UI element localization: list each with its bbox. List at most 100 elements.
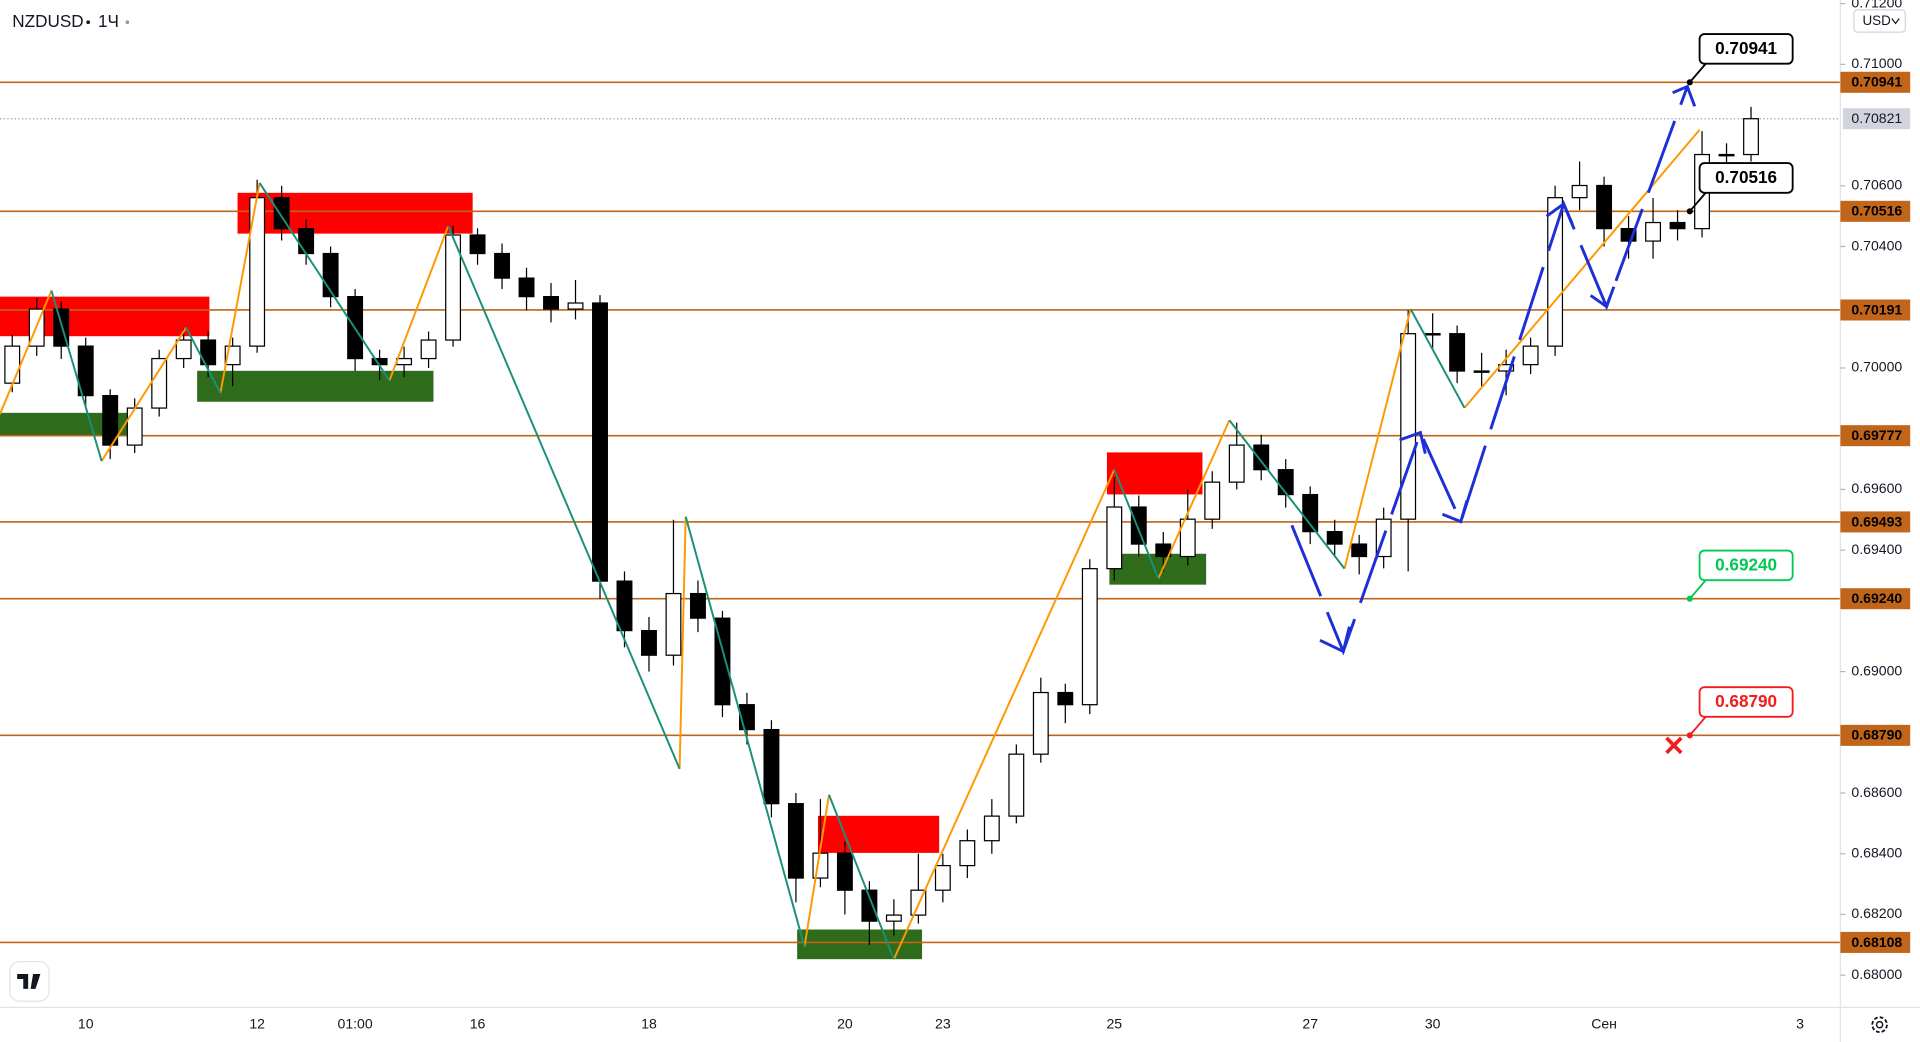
currency-button[interactable] — [1853, 9, 1906, 33]
candle-body — [543, 296, 559, 310]
zigzag-up — [0, 129, 1701, 960]
y-tick-label: 0.68600 — [1851, 784, 1902, 800]
axis: 0.71200 0.71000 0.70600 0.70400 0.70000 0.696… — [78, 0, 1911, 1031]
candle-body — [616, 580, 633, 632]
x-tick-label: 23 — [935, 1015, 951, 1031]
callout-connector — [1689, 63, 1707, 83]
candle-body — [763, 728, 780, 805]
candle-body — [1669, 221, 1686, 230]
candle-body — [518, 277, 535, 298]
x-tick-label: 12 — [249, 1015, 265, 1031]
candle-body — [959, 840, 976, 867]
symbol: NZDUSD — [12, 11, 83, 31]
y-tick-label: 0.68400 — [1851, 844, 1902, 860]
separator — [86, 20, 90, 25]
level-label-box — [1840, 299, 1911, 321]
y-tick-label: 0.69400 — [1851, 541, 1902, 557]
candle-body — [836, 852, 853, 891]
candle-body — [787, 803, 804, 879]
drawings — [0, 84, 1701, 960]
callout-label: 0.70516 — [1715, 167, 1777, 187]
callouts: 0.70941 0.70516 0.69240 0.68790 — [1686, 33, 1794, 739]
candle-body — [1547, 197, 1564, 347]
candle-body — [641, 629, 657, 656]
candle-body — [934, 864, 951, 891]
callout-box — [1698, 549, 1794, 582]
candle-body — [1204, 481, 1221, 520]
candle-body — [1008, 753, 1025, 817]
x-tick-label: 10 — [78, 1015, 94, 1031]
candles — [4, 106, 1759, 945]
candle-body — [396, 357, 413, 366]
callout-box — [1698, 686, 1794, 718]
candle-body — [665, 592, 682, 656]
callout-connector — [1689, 192, 1707, 212]
demand-zone — [197, 370, 434, 402]
chevron[interactable] — [1891, 18, 1900, 25]
y-tick-label: 0.70600 — [1851, 177, 1902, 193]
level-label: 0.69240 — [1851, 590, 1902, 606]
candle-body — [1743, 118, 1759, 156]
y-tick-label: 0.69000 — [1851, 662, 1902, 678]
level-label-box — [1840, 931, 1911, 953]
candle-body — [1326, 531, 1343, 545]
candle-body — [175, 339, 192, 360]
candle-body — [4, 345, 21, 384]
forecast-arrowheads — [1319, 84, 1697, 654]
x-tick-label: 16 — [470, 1015, 486, 1031]
candle-body — [1081, 568, 1098, 706]
candle-body — [1302, 493, 1319, 533]
x-tick-label: 18 — [641, 1015, 657, 1031]
last-price-label: 0.70821 — [1851, 110, 1902, 126]
candle-body — [983, 815, 1000, 842]
callout-box — [1698, 33, 1794, 65]
callout-point — [1686, 79, 1693, 86]
separator — [125, 20, 130, 25]
demand-zone — [1109, 553, 1207, 585]
candle-body — [592, 302, 608, 582]
candle-body — [151, 357, 168, 409]
x-tick-label: 3 — [1796, 1015, 1804, 1031]
candle-body — [1179, 518, 1196, 558]
candle-body — [1106, 506, 1123, 570]
candle-body — [494, 252, 510, 279]
level-label-box — [1840, 511, 1911, 533]
candle-body — [1473, 370, 1490, 373]
level-label-box — [1840, 588, 1911, 610]
candle-body — [1449, 333, 1466, 372]
callout-box — [1698, 162, 1794, 194]
level-label: 0.70516 — [1851, 203, 1902, 219]
candle-body — [1032, 691, 1049, 755]
supply-zone — [237, 192, 473, 234]
callout-label: 0.70941 — [1715, 38, 1777, 58]
candle-body — [1424, 333, 1441, 336]
level-label-box — [1840, 425, 1911, 447]
candle-body — [126, 407, 143, 446]
y-tick-label: 0.71000 — [1851, 55, 1902, 71]
callout-connector — [1689, 579, 1707, 600]
candle-body — [1596, 184, 1613, 230]
candle-body — [1400, 333, 1417, 520]
level-label: 0.68790 — [1851, 727, 1902, 743]
level-label-box — [1840, 71, 1911, 93]
last-price-box — [1842, 108, 1911, 130]
settings[interactable] — [1871, 1016, 1888, 1034]
candle-body — [1571, 184, 1588, 199]
y-tick-label: 0.70000 — [1851, 359, 1902, 375]
callout-connector — [1689, 716, 1707, 736]
zigzag-down — [50, 182, 1466, 960]
interval: 1Ч — [98, 11, 119, 31]
x-tick-label: 30 — [1425, 1015, 1441, 1031]
x-tick-label: 25 — [1106, 1015, 1122, 1031]
supply-zone — [1106, 452, 1203, 495]
callout-label: 0.68790 — [1715, 691, 1777, 711]
candle-body — [885, 914, 902, 922]
currency[interactable]: USD — [1862, 13, 1891, 28]
level-label: 0.69493 — [1851, 513, 1902, 529]
x-tick-label: 27 — [1302, 1015, 1318, 1031]
supply-zone — [817, 815, 940, 853]
y-tick-label: 0.68200 — [1851, 905, 1902, 921]
candle-body — [861, 889, 878, 922]
candle-body — [1351, 543, 1368, 558]
